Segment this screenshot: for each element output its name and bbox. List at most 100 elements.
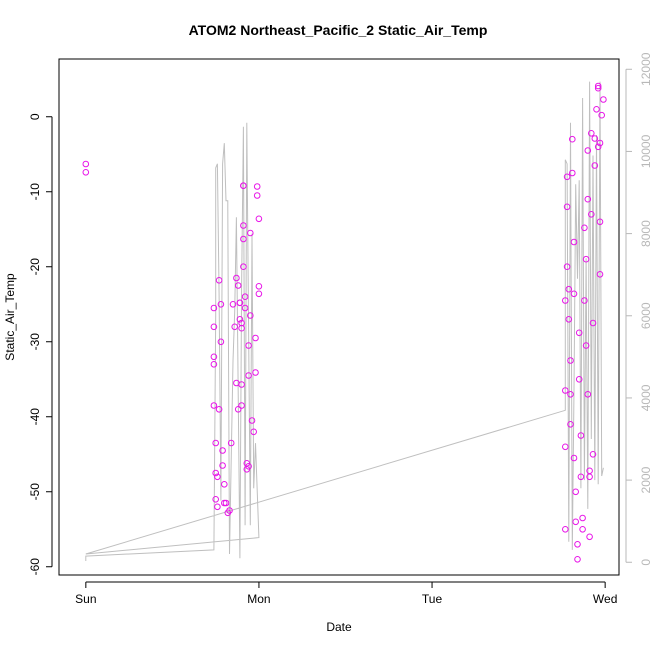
data-point [575, 376, 583, 383]
data-point [226, 507, 233, 514]
data-point [210, 353, 218, 361]
data-point [570, 238, 578, 246]
data-point [240, 235, 247, 243]
data-point [245, 372, 252, 379]
data-point [252, 334, 259, 342]
data-point [248, 417, 256, 424]
data-point [581, 224, 588, 232]
plot-frame [58, 58, 620, 576]
y-tick-label: -30 [28, 333, 42, 351]
data-point [234, 406, 242, 413]
data-point [231, 323, 238, 331]
plot-area [82, 81, 607, 563]
data-point [594, 84, 602, 92]
data-point [577, 473, 585, 481]
y-axis-label: Static_Air_Temp [3, 273, 17, 361]
data-point [219, 462, 226, 469]
data-point [586, 473, 593, 481]
data-point [584, 195, 592, 203]
secondary-y-tick-label: 12000 [639, 52, 650, 86]
x-axis-label: Date [326, 620, 352, 634]
data-point [217, 301, 225, 308]
data-point [210, 304, 218, 312]
x-axis: Sun Mon Tue Wed [75, 581, 617, 606]
data-point [569, 169, 576, 177]
data-point [593, 106, 600, 113]
data-point [252, 369, 259, 376]
data-point [567, 357, 574, 364]
data-point [222, 499, 230, 507]
data-point [227, 439, 235, 447]
data-point [240, 182, 247, 189]
data-point [219, 447, 226, 454]
data-point [238, 402, 245, 409]
data-point [82, 160, 90, 168]
x-tick-label: Mon [247, 592, 270, 606]
data-point [577, 432, 585, 439]
data-point [238, 324, 245, 332]
y-tick-label: -10 [28, 183, 42, 201]
x-tick-label: Wed [593, 592, 617, 606]
data-point [569, 135, 576, 143]
data-point [588, 211, 595, 218]
data-point [255, 215, 263, 223]
y-tick-label: 0 [28, 113, 42, 120]
data-point [565, 316, 573, 323]
data-point [570, 290, 578, 298]
data-point [596, 139, 604, 147]
y-axis: 0 -10 -20 -30 -40 -50 -60 [28, 113, 53, 576]
data-point [579, 514, 586, 522]
data-point [567, 421, 574, 428]
data-point [581, 297, 588, 304]
data-point [594, 82, 602, 90]
data-point [591, 135, 599, 142]
data-point [589, 319, 597, 327]
data-point [582, 342, 590, 349]
data-point [229, 301, 237, 308]
data-point [236, 299, 244, 307]
data-point [562, 297, 569, 304]
altitude-line [85, 81, 604, 561]
x-tick-label: Sun [75, 592, 96, 606]
data-point [591, 162, 599, 169]
data-point [212, 469, 219, 477]
data-point [212, 439, 219, 447]
data-point [240, 263, 247, 271]
y-tick-label: -40 [28, 408, 42, 426]
data-point [586, 533, 593, 541]
data-point [563, 203, 571, 211]
y-tick-label: -50 [28, 483, 42, 501]
data-point [596, 218, 604, 226]
secondary-y-tick-label: 6000 [639, 302, 650, 329]
data-point [589, 451, 597, 458]
data-point [253, 183, 261, 190]
data-point [247, 312, 254, 319]
data-point [241, 293, 249, 301]
data-point [255, 283, 263, 290]
data-point [236, 316, 244, 323]
data-point [582, 255, 590, 263]
data-point [588, 130, 595, 137]
secondary-y-tick-label: 10000 [639, 134, 650, 168]
secondary-y-tick-label: 4000 [639, 384, 650, 411]
y-tick-label: -60 [28, 558, 42, 576]
data-point [562, 387, 569, 394]
data-point [562, 443, 569, 451]
data-point [247, 229, 254, 237]
secondary-y-axis: 0 2000 4000 6000 8000 10000 12000 [625, 52, 650, 566]
data-point [238, 381, 245, 388]
secondary-y-tick-label: 0 [639, 559, 650, 566]
data-point [594, 143, 602, 151]
data-point [598, 111, 606, 119]
data-point [241, 304, 249, 312]
data-point [215, 406, 223, 413]
x-tick-label: Tue [422, 592, 443, 606]
data-point [574, 556, 581, 563]
data-point [233, 274, 240, 282]
data-point [572, 488, 580, 496]
data-point [245, 463, 252, 470]
data-point [584, 147, 592, 154]
data-point [584, 391, 592, 398]
data-point [82, 169, 90, 176]
